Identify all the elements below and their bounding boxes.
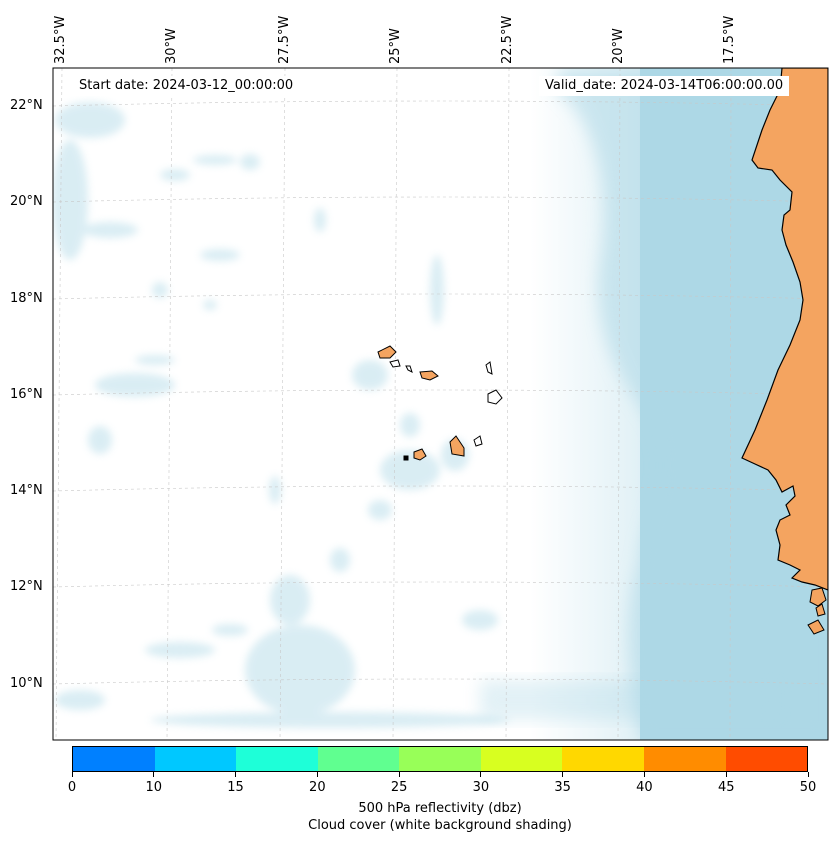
lat-label-18n: 18°N xyxy=(10,291,43,306)
colorbar-segment xyxy=(317,747,400,771)
lon-label-25w: 25°W xyxy=(388,28,403,64)
colorbar-tick xyxy=(807,772,809,777)
colorbar-tick-label: 50 xyxy=(799,780,817,795)
colorbar-title: 500 hPa reflectivity (dbz) xyxy=(358,801,522,816)
map-area xyxy=(53,68,828,740)
colorbar-tick xyxy=(153,772,155,777)
colorbar-segment xyxy=(236,747,318,771)
cape-verde-islands xyxy=(377,345,503,461)
colorbar-tick-label: 45 xyxy=(717,780,735,795)
valid-date-label: Valid_date: 2024-03-14T06:00:00.00 xyxy=(539,76,790,96)
bissau-islands xyxy=(807,587,827,635)
colorbar-tick-label: 0 xyxy=(67,780,77,795)
colorbar-tick-label: 15 xyxy=(227,780,244,795)
colorbar-tick-label: 10 xyxy=(145,780,163,795)
lon-label-27-5w: 27.5°W xyxy=(277,15,292,64)
colorbar-tick-label: 20 xyxy=(309,780,326,795)
colorbar-tick-label: 30 xyxy=(472,780,490,795)
colorbar-subtitle: Cloud cover (white background shading) xyxy=(308,818,572,833)
colorbar-tick xyxy=(725,772,727,777)
lon-label-32-5w: 32.5°W xyxy=(53,15,68,64)
lon-label-30w: 30°W xyxy=(164,28,179,64)
lat-label-10n: 10°N xyxy=(10,676,43,691)
colorbar-segment xyxy=(480,747,563,771)
colorbar-tick-label: 25 xyxy=(390,780,408,795)
colorbar-tick xyxy=(398,772,400,777)
lat-label-14n: 14°N xyxy=(10,483,43,498)
map-frame xyxy=(52,67,829,741)
lon-label-20w: 20°W xyxy=(611,28,626,64)
african-coastline xyxy=(741,68,828,591)
colorbar-segment xyxy=(73,747,155,771)
colorbar-tick xyxy=(71,772,73,777)
colorbar-tick xyxy=(480,772,482,777)
colorbar-tick-label: 40 xyxy=(636,780,653,795)
colorbar-tick xyxy=(316,772,318,777)
colorbar-segment xyxy=(562,747,644,771)
lon-label-17-5w: 17.5°W xyxy=(722,15,737,64)
colorbar-tick xyxy=(562,772,564,777)
lat-label-20n: 20°N xyxy=(10,194,43,209)
colorbar-tick xyxy=(235,772,237,777)
colorbar-segment xyxy=(399,747,481,771)
colorbar-segment xyxy=(643,747,726,771)
start-date-label: Start date: 2024-03-12_00:00:00 xyxy=(73,76,300,96)
lat-label-16n: 16°N xyxy=(10,387,43,402)
colorbar-tick xyxy=(643,772,645,777)
reflectivity-colorbar xyxy=(72,746,808,772)
lat-label-12n: 12°N xyxy=(10,579,43,594)
lat-label-22n: 22°N xyxy=(10,98,43,113)
colorbar-segment xyxy=(725,747,808,771)
cloud-wisps-west xyxy=(53,102,510,728)
graticule xyxy=(53,68,828,740)
colorbar-tick-label: 35 xyxy=(554,780,571,795)
colorbar-segment xyxy=(154,747,237,771)
lon-label-22-5w: 22.5°W xyxy=(500,15,515,64)
